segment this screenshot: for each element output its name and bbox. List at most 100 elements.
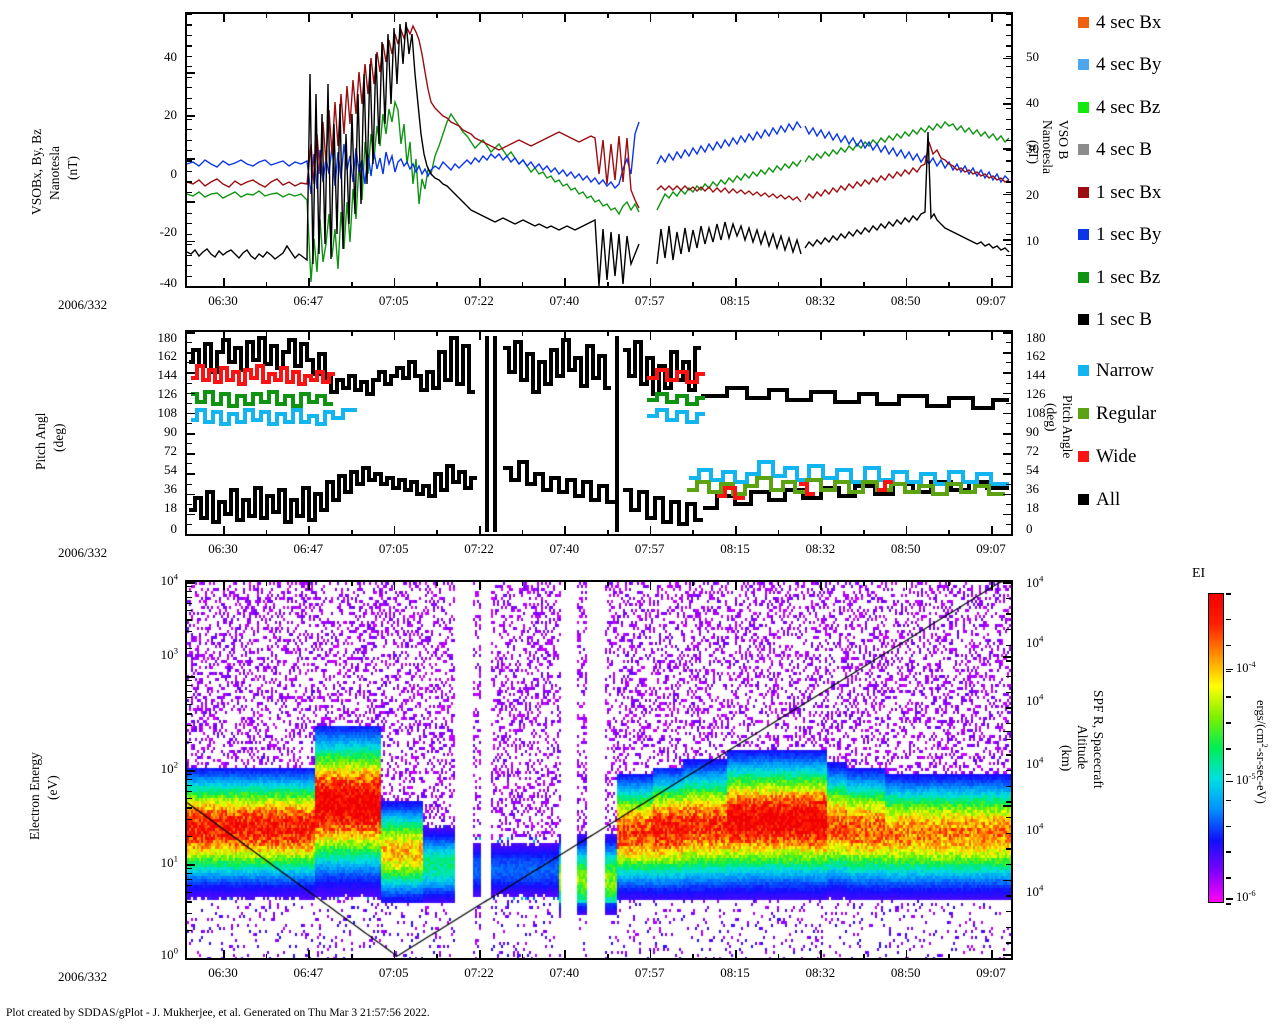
axis-tick (187, 696, 192, 699)
axis-tick (1006, 754, 1011, 756)
axis-tick (187, 433, 195, 435)
axis-tick (187, 233, 192, 235)
axis-tick (564, 950, 566, 958)
legend-swatch-icon (1078, 59, 1089, 70)
axis-tick (187, 240, 195, 243)
axis-tick (948, 332, 950, 336)
axis-tick (1003, 534, 1011, 536)
colorbar-minor-tick (1226, 877, 1231, 879)
colorbar-tick (1226, 780, 1233, 783)
axis-tick (1003, 805, 1011, 807)
x-axis-tick-label: 07:05 (378, 965, 409, 980)
axis-tick (265, 332, 268, 336)
axis-tick (948, 582, 950, 586)
axis-tick (1003, 473, 1011, 475)
axis-tick (692, 582, 694, 586)
axis-tick (187, 835, 192, 837)
legend-item-1-sec-by[interactable]: 1 sec By (1078, 225, 1161, 245)
axis-tick (187, 647, 192, 649)
axis-tick (948, 530, 950, 534)
axis-tick (187, 685, 192, 687)
x-axis-tick-label: 09:07 (976, 965, 1006, 980)
legend-item-narrow[interactable]: Narrow (1078, 360, 1154, 380)
axis-tick (692, 282, 694, 286)
legend-item-all[interactable]: All (1078, 489, 1120, 509)
axis-tick (187, 382, 192, 384)
axis-tick (265, 530, 268, 534)
x-axis-tick-label: 09:07 (976, 293, 1006, 308)
legend-swatch-icon (1078, 144, 1089, 155)
legend-label: Narrow (1096, 359, 1155, 381)
axis-tick (607, 14, 609, 18)
x-axis-tick-label: 08:15 (720, 293, 750, 308)
axis-tick (187, 610, 192, 612)
axis-tick (187, 790, 192, 793)
axis-tick (1006, 265, 1011, 267)
legend-item-1-sec-b[interactable]: 1 sec B (1078, 310, 1152, 330)
axis-tick (187, 254, 192, 256)
legend-item-regular[interactable]: Regular (1078, 403, 1156, 423)
x-axis-tick-label: 06:30 (208, 541, 238, 556)
axis-tick (1006, 34, 1011, 37)
x-axis-tick-label: 07:40 (549, 541, 580, 556)
axis-tick (1006, 66, 1011, 68)
axis-tick (1003, 493, 1011, 496)
axis-tick (187, 118, 192, 120)
legend-item-4-sec-b[interactable]: 4 sec B (1078, 140, 1152, 160)
spectrogram-image (187, 582, 1011, 958)
axis-tick (223, 950, 225, 958)
legend-item-4-sec-by[interactable]: 4 sec By (1078, 55, 1161, 75)
axis-tick (1003, 352, 1011, 354)
date-label-panel1: 2006/332 (58, 297, 108, 312)
axis-tick (187, 244, 192, 246)
axis-tick (991, 950, 993, 958)
axis-tick (1006, 443, 1011, 445)
axis-tick (1006, 911, 1011, 913)
axis-tick (223, 526, 225, 534)
axis-tick (187, 892, 192, 894)
axis-tick (479, 582, 481, 590)
axis-tick (1006, 463, 1011, 465)
legend-item-wide[interactable]: Wide (1078, 446, 1136, 466)
axis-tick (1006, 55, 1011, 58)
x-axis-tick-label: 07:57 (634, 541, 665, 556)
axis-tick (1006, 958, 1011, 960)
axis-tick (820, 14, 822, 22)
legend-label: 1 sec By (1096, 224, 1162, 245)
axis-tick (1006, 254, 1011, 256)
axis-tick (393, 278, 396, 286)
axis-tick (777, 954, 780, 958)
axis-tick (1006, 181, 1011, 183)
axis-tick (649, 526, 652, 534)
axis-tick (1006, 402, 1011, 404)
legend-item-1-sec-bx[interactable]: 1 sec Bx (1078, 182, 1161, 202)
axis-tick (991, 14, 993, 22)
axis-tick (187, 72, 195, 74)
axis-tick (187, 55, 192, 58)
axis-tick (905, 278, 908, 286)
colorbar-title: EI (1192, 566, 1206, 581)
axis-tick (187, 181, 192, 183)
axis-tick (521, 332, 524, 336)
axis-tick (991, 526, 993, 534)
axis-tick (521, 954, 524, 958)
axis-tick (777, 282, 780, 286)
axis-tick (187, 352, 195, 354)
legend-item-4-sec-bz[interactable]: 4 sec Bz (1078, 97, 1160, 117)
axis-tick (1006, 597, 1011, 599)
axis-tick (1006, 848, 1011, 850)
axis-tick (863, 954, 865, 958)
axis-tick (187, 864, 195, 866)
axis-tick (1006, 223, 1011, 225)
axis-tick (308, 14, 310, 22)
legend-item-1-sec-bz[interactable]: 1 sec Bz (1078, 267, 1160, 287)
colorbar-minor-tick (1226, 670, 1231, 672)
legend-swatch-icon (1078, 314, 1089, 325)
legend-item-4-sec-bx[interactable]: 4 sec Bx (1078, 12, 1161, 32)
axis-tick (265, 582, 268, 586)
axis-tick (521, 282, 524, 286)
axis-tick (187, 591, 192, 593)
colorbar-minor-tick (1226, 644, 1231, 647)
axis-tick (1006, 97, 1011, 99)
